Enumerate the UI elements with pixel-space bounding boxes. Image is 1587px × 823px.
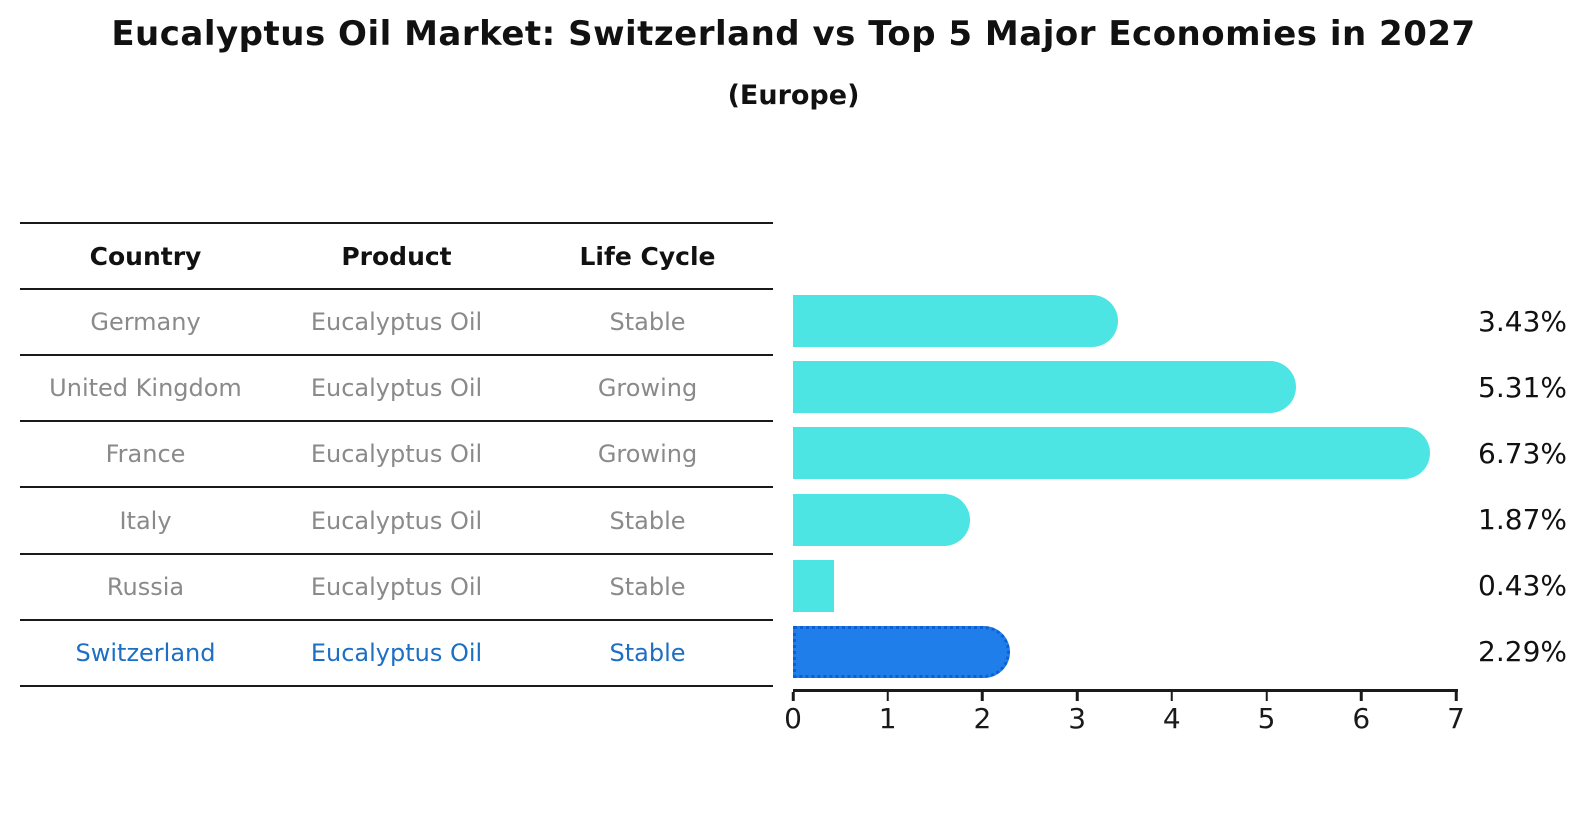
cell-product: Eucalyptus Oil <box>310 506 483 535</box>
table-row: Italy Eucalyptus Oil Stable <box>20 486 773 552</box>
x-axis-tick-label: 7 <box>1447 702 1465 735</box>
cell-product: Eucalyptus Oil <box>310 440 483 469</box>
bar-russia <box>793 559 834 612</box>
bar-row <box>793 553 1456 619</box>
x-axis-tick <box>1075 692 1079 701</box>
value-label: 2.29% <box>1478 635 1567 669</box>
bar-united-kingdom <box>793 361 1296 414</box>
bar-chart: 0 1 2 3 4 5 6 7 <box>784 224 1465 733</box>
column-header-life-cycle: Life Cycle <box>579 241 716 271</box>
cell-country: Switzerland <box>75 638 216 667</box>
bars-area <box>793 288 1456 685</box>
table-row: Russia Eucalyptus Oil Stable <box>20 552 773 619</box>
value-label: 3.43% <box>1478 304 1567 338</box>
x-axis-tick <box>1265 692 1268 701</box>
table-row: Germany Eucalyptus Oil Stable <box>20 288 773 354</box>
cell-product: Eucalyptus Oil <box>310 374 483 403</box>
value-label-column: 3.43% 5.31% 6.73% 1.87% 0.43% 2.29% <box>1460 224 1567 685</box>
x-axis-tick-label: 3 <box>1068 702 1087 735</box>
cell-country: Russia <box>106 572 185 601</box>
x-axis-tick <box>981 692 984 701</box>
bar-france <box>793 427 1431 480</box>
bar-switzerland <box>793 625 1010 678</box>
bar-row <box>793 288 1456 354</box>
x-axis-line <box>793 689 1458 692</box>
x-axis-tick <box>791 692 795 701</box>
x-axis-tick-label: 1 <box>878 702 897 735</box>
table-row-highlighted: Switzerland Eucalyptus Oil Stable <box>20 618 773 685</box>
cell-product: Eucalyptus Oil <box>310 572 483 601</box>
cell-life-cycle: Stable <box>609 638 686 667</box>
bar-row <box>793 354 1456 420</box>
x-axis-tick <box>1170 692 1174 701</box>
x-axis-tick <box>886 692 889 701</box>
column-header-product: Product <box>341 241 452 271</box>
cell-life-cycle: Stable <box>609 506 686 535</box>
cell-life-cycle: Growing <box>597 440 698 469</box>
value-label: 6.73% <box>1478 436 1567 470</box>
page-title: Eucalyptus Oil Market: Switzerland vs To… <box>111 14 1476 54</box>
value-label-spacer <box>1460 224 1567 288</box>
x-axis-tick <box>1454 692 1458 701</box>
table-row: United Kingdom Eucalyptus Oil Growing <box>20 354 773 420</box>
x-axis-tick-label: 0 <box>784 702 802 735</box>
cell-country: France <box>105 440 186 469</box>
x-axis-tick-label: 5 <box>1257 702 1276 735</box>
cell-product: Eucalyptus Oil <box>310 308 483 337</box>
bar-row <box>793 619 1456 685</box>
country-table: Country Product Life Cycle Germany Eucal… <box>20 222 773 687</box>
cell-life-cycle: Stable <box>609 572 686 601</box>
cell-life-cycle: Growing <box>597 374 698 403</box>
value-label: 1.87% <box>1478 503 1567 537</box>
cell-country: Italy <box>119 506 172 535</box>
bar-row <box>793 486 1456 552</box>
table-header-row: Country Product Life Cycle <box>20 224 773 288</box>
table-row: France Eucalyptus Oil Growing <box>20 420 773 486</box>
value-label: 5.31% <box>1478 370 1567 404</box>
cell-product: Eucalyptus Oil <box>310 638 483 667</box>
cell-country: Germany <box>90 308 201 337</box>
page-subtitle: (Europe) <box>727 80 860 111</box>
x-axis-tick-label: 2 <box>973 702 992 735</box>
bar-italy <box>793 493 971 546</box>
value-label: 0.43% <box>1478 569 1567 603</box>
column-header-country: Country <box>89 241 202 271</box>
bar-row <box>793 420 1456 486</box>
cell-country: United Kingdom <box>49 374 242 403</box>
cell-life-cycle: Stable <box>609 308 686 337</box>
x-axis-tick-label: 6 <box>1352 702 1371 735</box>
x-axis-tick <box>1360 692 1363 701</box>
x-axis-tick-label: 4 <box>1162 702 1181 735</box>
bar-germany <box>793 295 1118 348</box>
